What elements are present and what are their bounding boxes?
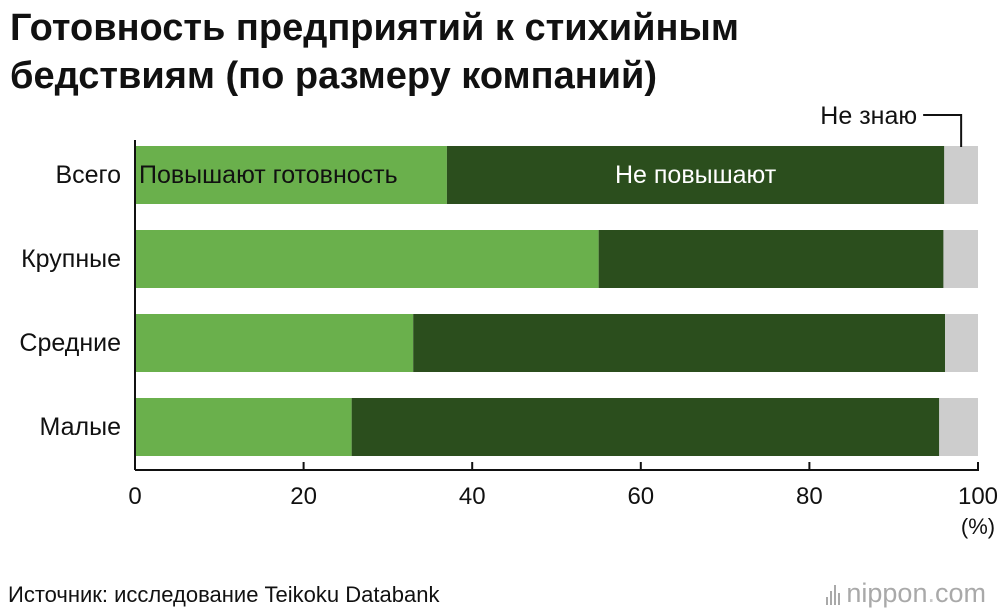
bar-segment-2-row-3 [413, 314, 946, 372]
logo-bars-icon [826, 583, 841, 605]
source-note: Источник: исследование Teikoku Databank [8, 582, 440, 607]
x-axis-unit: (%) [961, 514, 995, 539]
bar-segment-3-row-3 [945, 314, 978, 372]
bar-segment-1-row-1 [135, 146, 447, 204]
bar-segment-3-row-2 [943, 230, 978, 288]
stacked-bar-chart: Всего Крупные Средние Малые Повышают готовно… [19, 102, 998, 539]
chart-title-line-2: бедствиям (по размеру компаний) [10, 55, 658, 97]
x-tick-label: 20 [290, 483, 317, 510]
category-label: Малые [40, 413, 121, 441]
bar-segment-1-row-4 [135, 398, 352, 456]
logo-tld: com [934, 578, 986, 608]
logo-dot: . [927, 578, 935, 608]
series-label-dont-know: Не знаю [820, 102, 917, 130]
series-label-not-ready: Не повышают [615, 161, 777, 189]
bar-segment-2-row-2 [598, 230, 944, 288]
category-label: Всего [55, 161, 121, 189]
chart-title-line-1: Готовность предприятий к стихийным [10, 7, 739, 49]
bar-segment-3-row-4 [939, 398, 978, 456]
logo-name: nippon [846, 578, 928, 608]
nippon-logo: nippon.com [826, 578, 986, 609]
bar-segment-1-row-2 [135, 230, 599, 288]
x-tick-label: 80 [796, 483, 823, 510]
category-label: Средние [19, 329, 121, 357]
bar-segment-2-row-1 [446, 146, 945, 204]
x-tick-label: 40 [459, 483, 486, 510]
bar-segment-3-row-1 [944, 146, 978, 204]
x-tick-label: 100 [958, 483, 998, 510]
x-tick-label: 60 [627, 483, 654, 510]
bar-segment-2-row-4 [351, 398, 940, 456]
chart-title: Готовность предприятий к стихийным бедст… [10, 4, 990, 100]
bar-segment-1-row-3 [135, 314, 414, 372]
x-tick-label: 0 [128, 483, 141, 510]
category-label: Крупные [21, 245, 121, 273]
dont-know-leader-line [923, 114, 963, 147]
series-label-ready: Повышают готовность [139, 161, 398, 189]
